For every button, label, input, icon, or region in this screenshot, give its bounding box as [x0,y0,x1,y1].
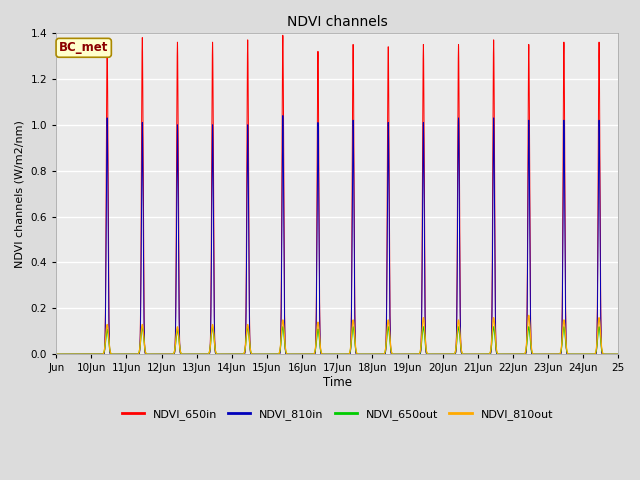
NDVI_810in [72,351,79,357]
Line: NDVI_650out: NDVI_650out [56,327,618,354]
NDVI_810out [525,312,532,318]
Line: NDVI_650in: NDVI_650in [56,35,618,354]
Line: NDVI_810in: NDVI_810in [56,116,618,354]
NDVI_810in [537,351,545,357]
NDVI_650in [52,351,60,357]
NDVI_650out [595,324,603,330]
NDVI_810out [72,351,79,357]
NDVI_650out [52,351,60,357]
NDVI_650in [466,351,474,357]
NDVI_650in [537,351,545,357]
NDVI_650in [279,32,287,38]
NDVI_650in [326,351,334,357]
NDVI_810in [614,351,622,357]
NDVI_810in [326,351,334,357]
NDVI_810out [52,351,60,357]
NDVI_810out [267,351,275,357]
NDVI_650out [537,351,545,357]
NDVI_810out [365,351,373,357]
Title: NDVI channels: NDVI channels [287,15,388,29]
NDVI_650out [326,351,334,357]
NDVI_810out [326,351,334,357]
NDVI_650out [466,351,474,357]
Line: NDVI_810out: NDVI_810out [56,315,618,354]
NDVI_810in [466,351,474,357]
NDVI_650in [72,351,79,357]
NDVI_650out [614,351,622,357]
Legend: NDVI_650in, NDVI_810in, NDVI_650out, NDVI_810out: NDVI_650in, NDVI_810in, NDVI_650out, NDV… [117,405,557,425]
NDVI_810out [614,351,622,357]
NDVI_650out [267,351,275,357]
Text: BC_met: BC_met [59,41,108,54]
NDVI_650out [72,351,79,357]
NDVI_810in [52,351,60,357]
NDVI_650in [614,351,622,357]
NDVI_810out [466,351,474,357]
NDVI_650out [365,351,373,357]
Y-axis label: NDVI channels (W/m2/nm): NDVI channels (W/m2/nm) [15,120,25,267]
NDVI_810out [537,351,545,357]
NDVI_810in [279,113,287,119]
NDVI_650in [267,351,275,357]
NDVI_650in [365,351,373,357]
NDVI_810in [267,351,275,357]
X-axis label: Time: Time [323,376,352,389]
NDVI_810in [365,351,373,357]
